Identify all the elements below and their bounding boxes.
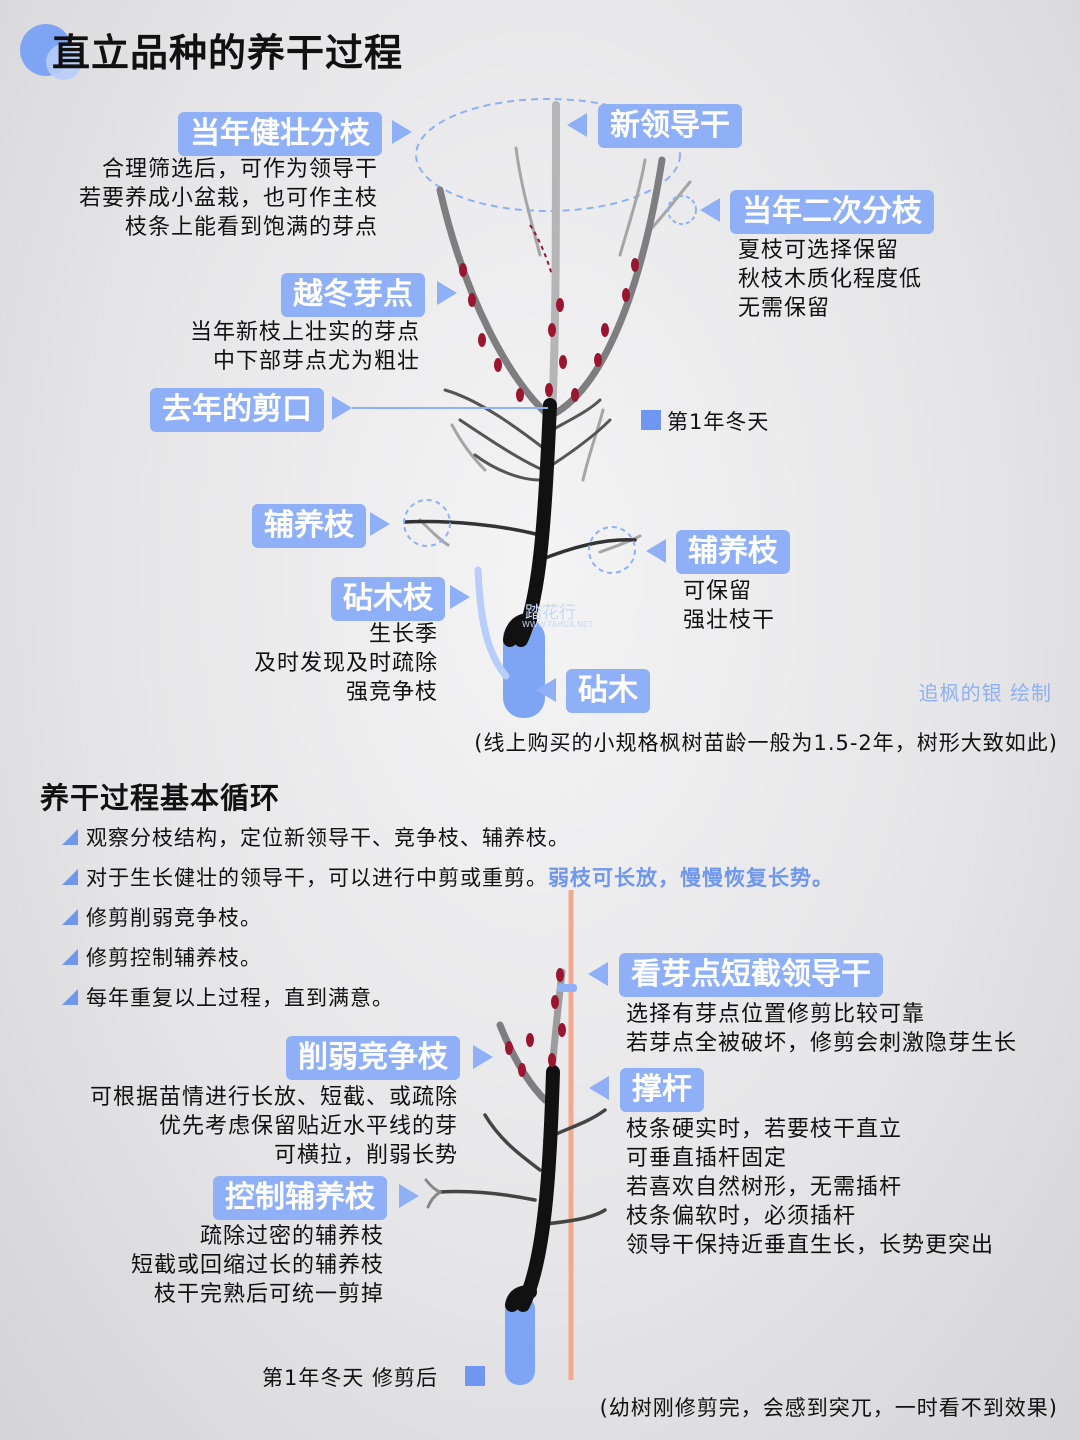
arrow-left-icon bbox=[589, 1076, 609, 1100]
desc-stake: 枝条硬实时，若要枝干直立 可垂直插杆固定 若喜欢自然树形，无需插杆 枝条偏软时，… bbox=[626, 1115, 994, 1260]
desc-winter-bud: 当年新枝上壮实的芽点 中下部芽点尤为粗壮 bbox=[190, 318, 420, 376]
tag-weaken-competitor: 削弱竞争枝 bbox=[286, 1036, 460, 1080]
arrow-left-icon bbox=[588, 962, 608, 986]
desc-line: 若要养成小盆栽，也可作主枝 bbox=[78, 186, 378, 211]
step-text: 观察分枝结构，定位新领导干、竞争枝、辅养枝。 bbox=[86, 826, 570, 850]
triangle-bullet-icon bbox=[62, 829, 78, 845]
desc-line: 强壮枝干 bbox=[683, 608, 776, 633]
author-credit: 追枫的银 绘制 bbox=[918, 681, 1052, 705]
arrow-left-icon bbox=[646, 539, 666, 563]
desc-line: 可垂直插杆固定 bbox=[626, 1146, 788, 1171]
desc-cut-leader: 选择有芽点位置修剪比较可靠 若芽点全被破坏，修剪会刺激隐芽生长 bbox=[626, 1000, 1017, 1058]
desc-line: 可保留 bbox=[683, 579, 753, 604]
tag-stake: 撑杆 bbox=[620, 1068, 704, 1112]
arrow-right-icon bbox=[392, 120, 412, 144]
triangle-bullet-icon bbox=[62, 909, 78, 925]
desc-line: 枝干完熟后可统一剪掉 bbox=[153, 1282, 384, 1307]
desc-line: 无需保留 bbox=[738, 296, 831, 321]
watermark-url: WWW.TAHUA.NET bbox=[522, 620, 593, 629]
step-text: 修剪控制辅养枝。 bbox=[86, 946, 262, 970]
desc-line: 及时发现及时疏除 bbox=[253, 651, 438, 676]
desc-line: 短截或回缩过长的辅养枝 bbox=[130, 1253, 384, 1278]
desc-line: 中下部芽点尤为粗壮 bbox=[212, 349, 420, 374]
arrow-right-icon bbox=[370, 512, 390, 536]
tag-new-leader: 新领导干 bbox=[598, 104, 742, 148]
tag-secondary-branch: 当年二次分枝 bbox=[730, 190, 934, 234]
arrow-left-icon bbox=[536, 678, 556, 702]
cycle-step: 修剪控制辅养枝。 bbox=[62, 942, 262, 972]
tag-control-nurse: 控制辅养枝 bbox=[213, 1176, 387, 1220]
desc-line: 枝条硬实时，若要枝干直立 bbox=[626, 1117, 903, 1142]
desc-line: 领导干保持近垂直生长，长势更突出 bbox=[626, 1233, 995, 1258]
tag-strong-branch: 当年健壮分枝 bbox=[178, 112, 382, 156]
cycle-step: 对于生长健壮的领导干，可以进行中剪或重剪。 弱枝可长放，慢慢恢复长势。 bbox=[62, 862, 834, 892]
desc-line: 可横拉，削弱长势 bbox=[273, 1143, 458, 1168]
legend-after-pruning: 第1年冬天 修剪后 bbox=[262, 1366, 439, 1390]
title-decoration-small bbox=[46, 44, 82, 80]
cycle-step: 修剪削弱竞争枝。 bbox=[62, 902, 262, 932]
desc-line: 夏枝可选择保留 bbox=[738, 238, 900, 263]
arrow-right-icon bbox=[399, 1184, 419, 1208]
cycle-step: 观察分枝结构，定位新领导干、竞争枝、辅养枝。 bbox=[62, 822, 570, 852]
legend-first-winter: 第1年冬天 bbox=[667, 410, 770, 434]
watermark-logo: 踏花行 bbox=[525, 603, 576, 623]
arrow-right-icon bbox=[450, 585, 470, 609]
step-text: 每年重复以上过程，直到满意。 bbox=[86, 986, 394, 1010]
tag-last-cut: 去年的剪口 bbox=[150, 388, 324, 432]
tag-rootstock-branch: 砧木枝 bbox=[331, 577, 445, 621]
step-text: 对于生长健壮的领导干，可以进行中剪或重剪。 bbox=[86, 866, 548, 890]
triangle-bullet-icon bbox=[62, 989, 78, 1005]
desc-line: 优先考虑保留贴近水平线的芽 bbox=[158, 1114, 458, 1139]
step-highlight: 弱枝可长放，慢慢恢复长势。 bbox=[548, 866, 834, 890]
arrow-right-icon bbox=[437, 281, 457, 305]
tag-nurse-left: 辅养枝 bbox=[252, 504, 366, 548]
cycle-step: 每年重复以上过程，直到满意。 bbox=[62, 982, 394, 1012]
tag-cut-leader: 看芽点短截领导干 bbox=[619, 953, 883, 997]
arrow-left-icon bbox=[700, 198, 720, 222]
triangle-bullet-icon bbox=[62, 869, 78, 885]
desc-line: 合理筛选后，可作为领导干 bbox=[101, 157, 378, 182]
desc-line: 秋枝木质化程度低 bbox=[738, 267, 923, 292]
top-note: (线上购买的小规格枫树苗龄一般为1.5-2年，树形大致如此) bbox=[474, 731, 1058, 755]
arrow-right-icon bbox=[473, 1045, 493, 1069]
desc-strong-branch: 合理筛选后，可作为领导干 若要养成小盆栽，也可作主枝 枝条上能看到饱满的芽点 bbox=[79, 155, 378, 242]
desc-line: 枝条偏软时，必须插杆 bbox=[626, 1204, 857, 1229]
tag-nurse-right: 辅养枝 bbox=[676, 530, 790, 574]
arrow-left-icon bbox=[567, 113, 587, 137]
desc-line: 强竞争枝 bbox=[345, 680, 438, 705]
desc-rootstock-branch: 生长季 及时发现及时疏除 强竞争枝 bbox=[254, 620, 438, 707]
desc-line: 当年新枝上壮实的芽点 bbox=[189, 320, 420, 345]
cycle-heading: 养干过程基本循环 bbox=[40, 781, 281, 815]
desc-nurse-right: 可保留 强壮枝干 bbox=[683, 577, 775, 635]
bottom-note: (幼树刚修剪完，会感到突兀，一时看不到效果) bbox=[599, 1396, 1058, 1420]
desc-secondary-branch: 夏枝可选择保留 秋枝木质化程度低 无需保留 bbox=[738, 236, 922, 323]
desc-line: 疏除过密的辅养枝 bbox=[199, 1224, 384, 1249]
desc-line: 枝条上能看到饱满的芽点 bbox=[124, 215, 378, 240]
step-text: 修剪削弱竞争枝。 bbox=[86, 906, 262, 930]
desc-line: 若芽点全被破坏，修剪会刺激隐芽生长 bbox=[626, 1031, 1018, 1056]
legend-square-icon bbox=[641, 410, 661, 430]
desc-line: 可根据苗情进行长放、短截、或疏除 bbox=[89, 1085, 458, 1110]
desc-line: 若喜欢自然树形，无需插杆 bbox=[626, 1175, 903, 1200]
tag-winter-bud: 越冬芽点 bbox=[281, 273, 425, 317]
desc-control-nurse: 疏除过密的辅养枝 短截或回缩过长的辅养枝 枝干完熟后可统一剪掉 bbox=[131, 1222, 384, 1309]
desc-weaken-competitor: 可根据苗情进行长放、短截、或疏除 优先考虑保留贴近水平线的芽 可横拉，削弱长势 bbox=[90, 1083, 458, 1170]
triangle-bullet-icon bbox=[62, 949, 78, 965]
arrow-right-icon bbox=[332, 396, 352, 420]
tag-rootstock: 砧木 bbox=[566, 669, 650, 713]
desc-line: 生长季 bbox=[368, 622, 438, 647]
page-title: 直立品种的养干过程 bbox=[52, 31, 404, 75]
legend-square-icon bbox=[465, 1366, 485, 1386]
top-tree bbox=[352, 98, 697, 718]
desc-line: 选择有芽点位置修剪比较可靠 bbox=[626, 1002, 926, 1027]
bottom-tree bbox=[424, 890, 607, 1385]
